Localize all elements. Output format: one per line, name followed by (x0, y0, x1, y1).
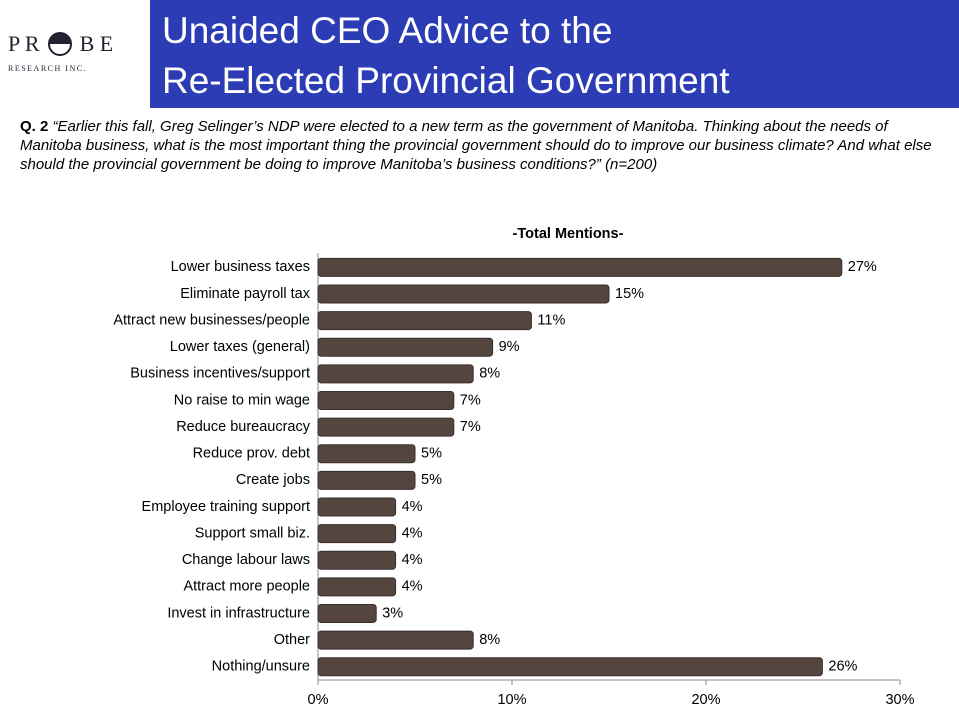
value-label: 3% (382, 605, 403, 621)
bar (317, 657, 823, 677)
y-tick-label: Reduce prov. debt (193, 446, 310, 462)
bar (317, 603, 377, 623)
y-tick-label: Lower business taxes (171, 259, 310, 275)
bar (317, 470, 416, 490)
bar (317, 311, 532, 331)
value-label: 8% (479, 632, 500, 648)
y-tick-label: Invest in infrastructure (167, 605, 310, 621)
value-label: 4% (402, 499, 423, 515)
value-label: 11% (537, 312, 565, 328)
y-tick-label: Support small biz. (195, 525, 310, 541)
bar (317, 550, 397, 570)
y-tick-label: Eliminate payroll tax (180, 286, 310, 302)
x-tick-label: 20% (691, 692, 720, 708)
y-tick-label: Attract new businesses/people (113, 312, 310, 328)
bar (317, 577, 397, 597)
y-tick-label: Change labour laws (182, 552, 310, 568)
header-title: Re-Elected Provincial Government (162, 60, 730, 101)
bar (317, 284, 610, 304)
y-tick-label: Create jobs (236, 472, 310, 488)
bar (317, 390, 455, 410)
question: Q. 2 “Earlier this fall, Greg Selinger’s… (20, 117, 945, 174)
y-tick-label: Nothing/unsure (212, 659, 310, 675)
value-label: 9% (499, 339, 520, 355)
y-tick-label: Lower taxes (general) (170, 339, 310, 355)
value-label: 4% (402, 552, 423, 568)
value-label: 5% (421, 472, 442, 488)
value-label: 4% (402, 579, 423, 595)
value-label: 7% (460, 419, 481, 435)
value-label: 7% (460, 392, 481, 408)
logo: P R B E RESEARCH INC. (8, 30, 148, 73)
value-label: 4% (402, 525, 423, 541)
bar (317, 417, 455, 437)
value-label: 26% (828, 659, 857, 675)
logo-subtext: RESEARCH INC. (8, 64, 88, 73)
x-tick-label: 10% (497, 692, 526, 708)
logo-text: B E (79, 31, 114, 56)
bar (317, 444, 416, 464)
y-tick-label: Other (274, 632, 310, 648)
bar (317, 524, 397, 544)
bar (317, 497, 397, 517)
chart-title: -Total Mentions- (513, 226, 624, 242)
y-tick-label: Attract more people (183, 579, 310, 595)
value-label: 15% (615, 286, 644, 302)
question-label: Q. 2 (20, 118, 49, 135)
bar (317, 364, 474, 384)
value-label: 27% (848, 259, 877, 275)
y-tick-label: Reduce bureaucracy (176, 419, 311, 435)
bar (317, 337, 494, 357)
x-tick-label: 0% (308, 692, 329, 708)
header-band (150, 0, 959, 108)
bar (317, 257, 843, 277)
value-label: 8% (479, 366, 500, 382)
y-tick-label: Employee training support (142, 499, 310, 515)
logo-icon (47, 32, 72, 56)
header-title: Unaided CEO Advice to the (162, 10, 613, 51)
y-tick-label: Business incentives/support (130, 366, 310, 382)
bar (317, 630, 474, 650)
y-tick-label: No raise to min wage (174, 392, 310, 408)
question-text: “Earlier this fall, Greg Selinger’s NDP … (20, 118, 932, 173)
x-tick-label: 30% (885, 692, 914, 708)
logo-text: P R (8, 31, 40, 56)
value-label: 5% (421, 446, 442, 462)
